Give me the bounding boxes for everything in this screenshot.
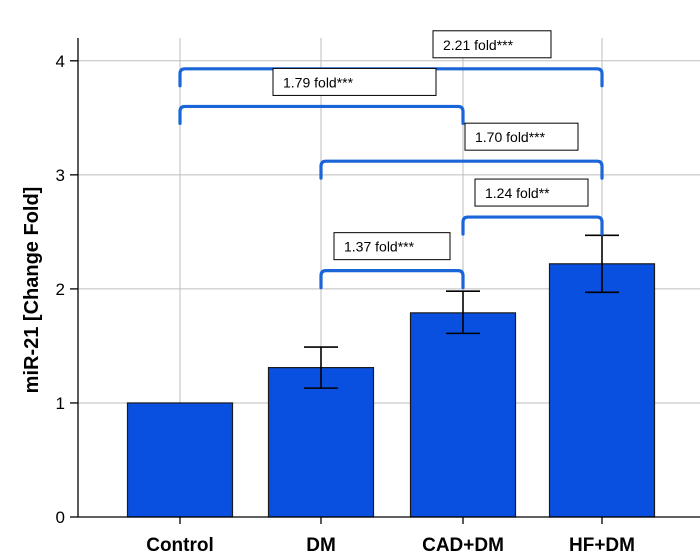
y-tick-label-3: 3 (56, 166, 65, 185)
comparison-label-1: 1.79 fold*** (283, 74, 354, 90)
y-tick-label-1: 1 (56, 394, 65, 413)
x-category-label-control: Control (146, 535, 214, 556)
comparison-label-box-3 (474, 178, 589, 207)
comparison-bracket-3 (461, 215, 604, 236)
comparison-label-2: 1.70 fold*** (475, 129, 546, 145)
x-category-label-dm: DM (306, 535, 336, 556)
comparison-label-0: 2.21 fold*** (443, 37, 514, 53)
x-category-label-hf-dm: HF+DM (569, 535, 635, 556)
comparison-bracket-1 (178, 104, 465, 126)
comparison-label-4: 1.37 fold*** (344, 239, 415, 255)
y-axis-title: miR-21 [Change Fold] (21, 187, 43, 394)
y-tick-label-4: 4 (56, 52, 65, 71)
comparison-label-box-2 (464, 122, 579, 151)
bar-control (126, 402, 234, 518)
comparison-bracket-4 (319, 269, 465, 290)
y-tick-label-2: 2 (56, 280, 65, 299)
x-category-label-cad-dm: CAD+DM (422, 535, 504, 556)
bar-layer (126, 263, 656, 518)
error-bar-layer (304, 234, 619, 389)
comparison-bracket-layer: 2.21 fold*** 1.79 fold*** 1.70 fold*** 1.24… (178, 30, 604, 290)
comparison-label-box-0 (432, 30, 552, 59)
comparison-label-3: 1.24 fold** (485, 185, 550, 201)
comparison-label-box-4 (333, 232, 451, 261)
bar-dm (267, 366, 375, 518)
comparison-label-box-1 (272, 67, 437, 96)
bar-cad-dm (409, 312, 517, 518)
axis-layer: 0 1 2 3 4 Control DM CAD+DM HF+DM (56, 38, 700, 556)
bar-hf-dm (548, 263, 656, 518)
comparison-bracket-2 (319, 159, 604, 180)
y-tick-label-0: 0 (56, 508, 65, 527)
